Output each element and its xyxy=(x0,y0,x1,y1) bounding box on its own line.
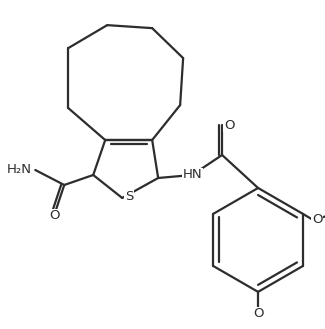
Text: HN: HN xyxy=(182,168,202,182)
Text: O: O xyxy=(49,210,59,222)
Text: O: O xyxy=(224,118,234,132)
Text: O: O xyxy=(253,307,263,320)
Text: H₂N: H₂N xyxy=(6,164,31,176)
Text: O: O xyxy=(312,214,322,226)
Text: S: S xyxy=(125,190,133,203)
